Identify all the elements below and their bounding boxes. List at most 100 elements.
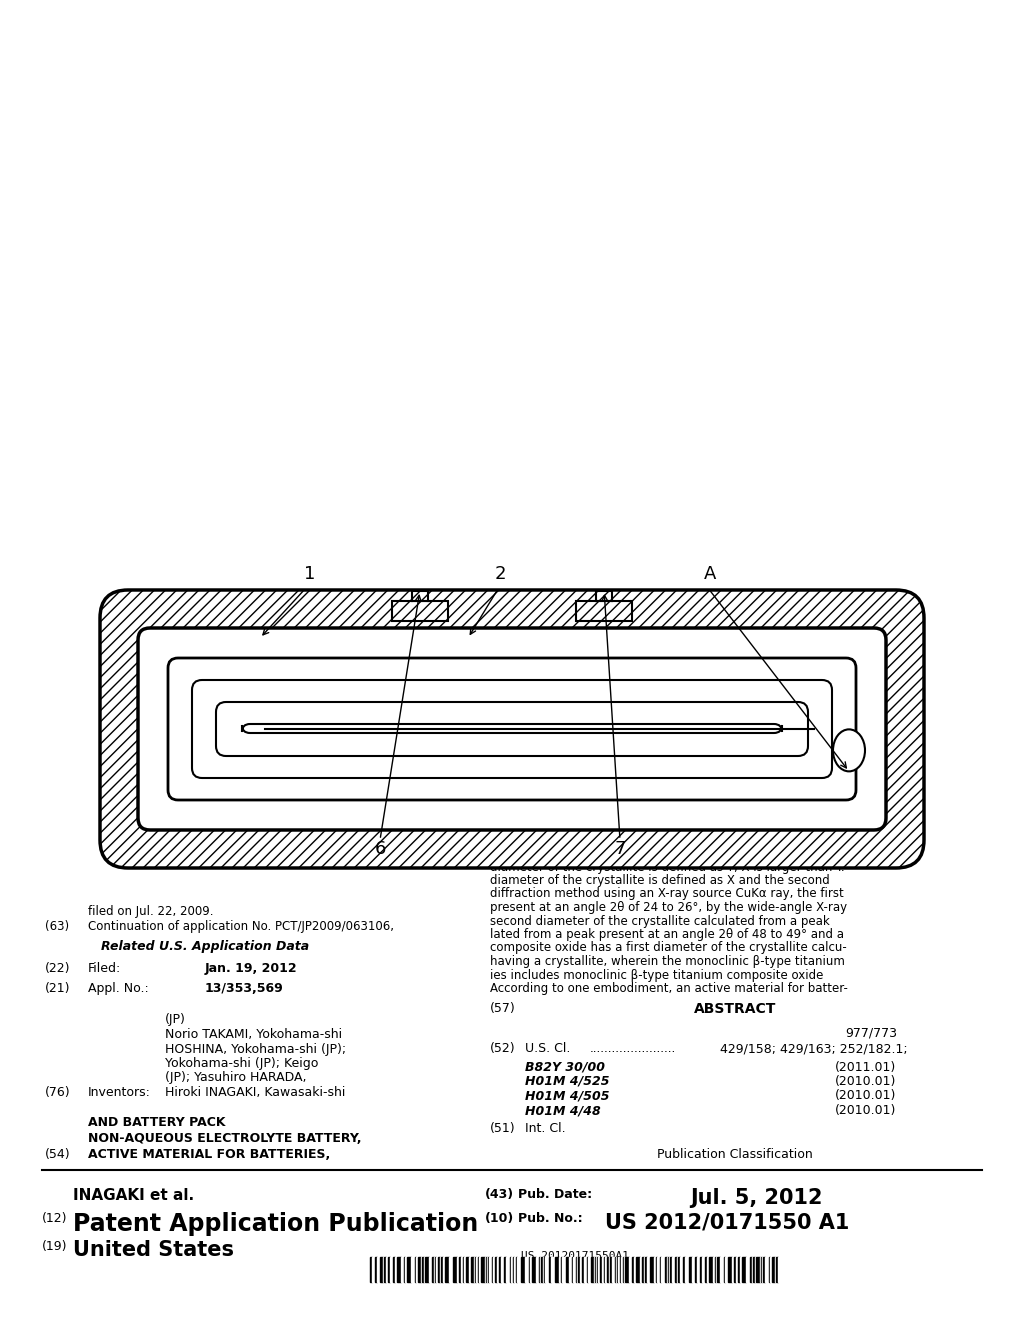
Bar <box>438 1257 440 1282</box>
Text: filed on Jul. 22, 2009.: filed on Jul. 22, 2009. <box>88 906 213 917</box>
Bar <box>685 1257 689 1282</box>
Bar <box>736 1257 738 1282</box>
Bar <box>612 1257 615 1282</box>
Bar <box>665 1257 667 1282</box>
Bar <box>605 1257 607 1282</box>
Bar <box>536 1257 539 1282</box>
Bar <box>459 1257 461 1282</box>
Text: second diameter of the crystallite calculated from a peak: second diameter of the crystallite calcu… <box>490 915 829 928</box>
Text: diffraction method using an X-ray source CuKα ray, the first: diffraction method using an X-ray source… <box>490 887 844 900</box>
FancyBboxPatch shape <box>193 680 831 777</box>
Bar <box>629 1257 632 1282</box>
Bar <box>725 1257 728 1282</box>
Text: B82Y 30/00: B82Y 30/00 <box>525 1060 605 1073</box>
Bar <box>654 1257 656 1282</box>
Bar <box>416 1257 418 1282</box>
Bar <box>481 1257 485 1282</box>
Text: having a crystallite, wherein the monoclinic β-type titanium: having a crystallite, wherein the monocl… <box>490 954 845 968</box>
Bar <box>521 1257 525 1282</box>
Bar <box>395 1257 397 1282</box>
Text: Filed:: Filed: <box>88 962 121 975</box>
Bar <box>380 1257 383 1282</box>
Bar <box>418 1257 421 1282</box>
Bar <box>375 1257 377 1282</box>
Bar <box>504 1257 506 1282</box>
Bar <box>466 1257 469 1282</box>
Ellipse shape <box>833 730 865 771</box>
FancyBboxPatch shape <box>242 723 782 733</box>
Bar <box>610 1257 612 1282</box>
Bar <box>746 1257 750 1282</box>
Bar <box>401 1257 404 1282</box>
Bar <box>697 1257 700 1282</box>
Bar <box>501 1257 504 1282</box>
Bar <box>432 1257 434 1282</box>
Text: United States: United States <box>73 1239 234 1261</box>
Bar <box>602 1257 604 1282</box>
Text: H01M 4/505: H01M 4/505 <box>525 1089 609 1102</box>
FancyBboxPatch shape <box>100 590 924 869</box>
Bar <box>717 1257 720 1282</box>
Text: lated from a peak present at an angle 2θ of 48 to 49° and a: lated from a peak present at an angle 2θ… <box>490 928 844 941</box>
Bar <box>740 1257 742 1282</box>
Text: US 20120171550A1: US 20120171550A1 <box>521 1251 629 1261</box>
Bar <box>566 1257 569 1282</box>
Bar <box>493 1257 495 1282</box>
Bar <box>582 1257 584 1282</box>
Bar <box>683 1257 685 1282</box>
Bar <box>471 1257 474 1282</box>
Text: INAGAKI et al.: INAGAKI et al. <box>73 1188 195 1203</box>
Bar <box>709 1257 713 1282</box>
Bar <box>386 1257 388 1282</box>
Text: ABSTRACT: ABSTRACT <box>694 1002 776 1016</box>
Bar <box>636 1257 640 1282</box>
Text: .......................: ....................... <box>590 1041 676 1055</box>
Text: H01M 4/48: H01M 4/48 <box>525 1104 601 1117</box>
Text: Pub. No.:: Pub. No.: <box>518 1212 583 1225</box>
Text: 1: 1 <box>304 565 315 583</box>
Text: (12): (12) <box>42 1212 68 1225</box>
Bar <box>464 1257 466 1282</box>
Text: diameter of the crystallite is defined as X and the second: diameter of the crystallite is defined a… <box>490 874 829 887</box>
Text: Hiroki INAGAKI, Kawasaki-shi: Hiroki INAGAKI, Kawasaki-shi <box>165 1086 345 1100</box>
Text: (JP): (JP) <box>165 1014 186 1027</box>
Bar <box>672 1257 675 1282</box>
Bar <box>461 1257 463 1282</box>
Text: Patent Application Publication: Patent Application Publication <box>73 1212 478 1236</box>
Bar <box>621 1257 623 1282</box>
Text: AND BATTERY PACK: AND BATTERY PACK <box>88 1115 225 1129</box>
Bar <box>551 1257 555 1282</box>
Text: (2010.01): (2010.01) <box>835 1089 896 1102</box>
Bar <box>449 1257 453 1282</box>
FancyBboxPatch shape <box>392 601 447 620</box>
Text: (19): (19) <box>42 1239 68 1253</box>
FancyBboxPatch shape <box>168 657 856 800</box>
Bar <box>559 1257 561 1282</box>
Bar <box>532 1257 536 1282</box>
Text: present at an angle 2θ of 24 to 26°, by the wide-angle X-ray: present at an angle 2θ of 24 to 26°, by … <box>490 902 847 913</box>
Bar <box>499 1257 501 1282</box>
Bar <box>700 1257 702 1282</box>
Bar <box>506 1257 510 1282</box>
Text: Int. Cl.: Int. Cl. <box>525 1122 565 1135</box>
Bar <box>670 1257 672 1282</box>
Bar <box>647 1257 650 1282</box>
Text: HOSHINA, Yokohama-shi (JP);: HOSHINA, Yokohama-shi (JP); <box>165 1043 346 1056</box>
Bar <box>525 1257 529 1282</box>
Bar <box>707 1257 709 1282</box>
Text: (76): (76) <box>45 1086 71 1100</box>
Bar <box>734 1257 736 1282</box>
FancyBboxPatch shape <box>577 601 632 620</box>
Text: (52): (52) <box>490 1041 516 1055</box>
Text: (63): (63) <box>45 920 70 933</box>
Bar <box>429 1257 432 1282</box>
Bar <box>600 1257 602 1282</box>
Bar <box>584 1257 587 1282</box>
Bar <box>397 1257 401 1282</box>
Bar <box>445 1257 449 1282</box>
Bar <box>728 1257 732 1282</box>
Text: 13/353,569: 13/353,569 <box>205 982 284 995</box>
Bar <box>618 1257 620 1282</box>
Bar <box>390 1257 393 1282</box>
Bar <box>591 1257 594 1282</box>
